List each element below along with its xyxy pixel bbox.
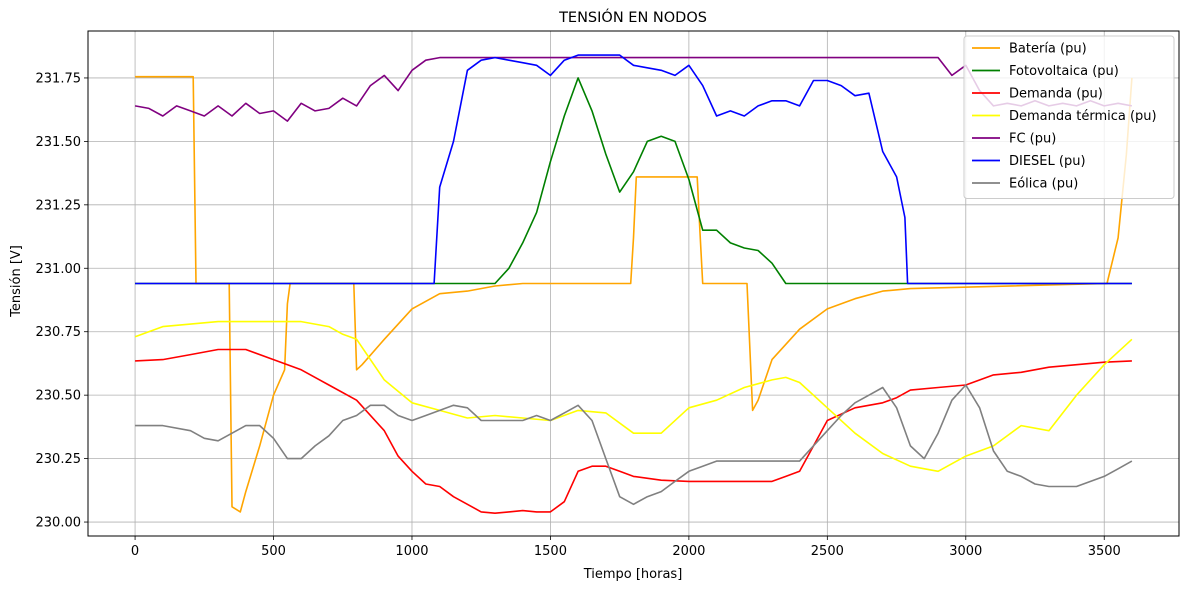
x-tick-label: 2500 — [811, 544, 844, 559]
legend-label: Fotovoltaica (pu) — [1009, 64, 1119, 79]
y-axis-label: Tensión [V] — [9, 245, 24, 318]
x-tick-label: 1500 — [534, 544, 567, 559]
series-line-0 — [135, 75, 1133, 513]
series-line-1 — [135, 77, 1132, 285]
y-axis-ticks: 230.00 230.25 230.50 230.75 231.00 231.25 231.… — [36, 71, 88, 531]
series-line-5 — [135, 54, 1132, 285]
legend-label: Demanda (pu) — [1009, 87, 1103, 102]
plot-series — [134, 54, 1133, 515]
x-tick-label: 0 — [131, 544, 139, 559]
x-tick-label: 3500 — [1088, 544, 1121, 559]
legend-label: Batería (pu) — [1009, 42, 1087, 57]
series-line-6 — [135, 384, 1133, 506]
plot-frame — [87, 30, 1180, 537]
x-axis-ticks: 0 500 1000 1500 2000 2500 3000 3500 — [131, 536, 1121, 559]
x-tick-label: 1000 — [395, 544, 428, 559]
y-tick-label: 231.25 — [36, 198, 82, 213]
y-tick-label: 230.50 — [36, 389, 82, 404]
y-tick-label: 230.75 — [36, 325, 82, 340]
series-line-2 — [135, 348, 1132, 515]
legend-label: Eólica (pu) — [1009, 177, 1078, 192]
y-tick-label: 231.75 — [36, 71, 82, 86]
x-axis-label: Tiempo [horas] — [583, 567, 683, 582]
legend-box — [963, 35, 1175, 199]
x-tick-label: 2000 — [672, 544, 705, 559]
chart-title: TENSIÓN EN NODOS — [558, 8, 707, 26]
legend-label: FC (pu) — [1009, 132, 1056, 147]
x-tick-label: 3000 — [949, 544, 982, 559]
y-tick-label: 231.00 — [36, 262, 82, 277]
legend-label: Demanda térmica (pu) — [1009, 109, 1157, 124]
y-tick-label: 230.25 — [36, 452, 82, 467]
x-tick-label: 500 — [261, 544, 286, 559]
y-tick-label: 230.00 — [36, 516, 82, 531]
y-tick-label: 231.50 — [36, 135, 82, 150]
legend-label: DIESEL (pu) — [1009, 154, 1086, 169]
series-line-3 — [134, 320, 1133, 473]
legend: Batería (pu) Fotovoltaica (pu) Demanda (pu… — [963, 35, 1175, 199]
